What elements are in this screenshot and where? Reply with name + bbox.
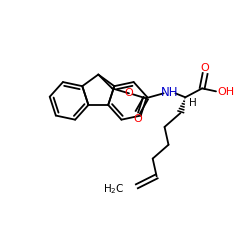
Text: OH: OH bbox=[217, 87, 234, 97]
Text: O: O bbox=[124, 88, 133, 98]
Text: H: H bbox=[189, 98, 197, 108]
Text: NH: NH bbox=[161, 86, 178, 99]
Text: H$_2$C: H$_2$C bbox=[104, 182, 125, 196]
Text: O: O bbox=[201, 62, 209, 72]
Text: O: O bbox=[134, 114, 142, 124]
